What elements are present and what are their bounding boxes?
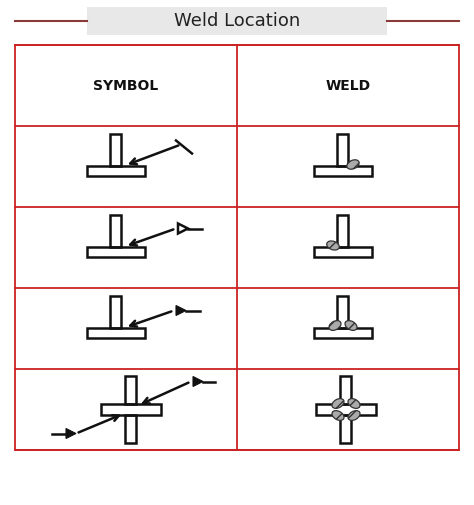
Ellipse shape (329, 321, 341, 330)
Bar (340, 415, 352, 443)
Bar (337, 215, 348, 246)
Polygon shape (193, 377, 203, 386)
Ellipse shape (327, 241, 339, 250)
Bar (101, 404, 161, 415)
Bar (314, 246, 372, 257)
Ellipse shape (332, 411, 344, 420)
Bar (87, 328, 145, 337)
Text: WELD: WELD (326, 78, 371, 92)
Bar (87, 166, 145, 176)
Ellipse shape (345, 321, 357, 330)
Ellipse shape (348, 398, 360, 409)
Bar (314, 328, 372, 337)
Bar (316, 404, 376, 415)
Bar (110, 215, 121, 246)
Polygon shape (176, 306, 186, 316)
Ellipse shape (332, 398, 344, 409)
Bar (337, 295, 348, 328)
Ellipse shape (348, 411, 360, 420)
Bar (110, 295, 121, 328)
Bar (126, 376, 137, 404)
Bar (87, 246, 145, 257)
Text: SYMBOL: SYMBOL (93, 78, 159, 92)
Bar (340, 376, 352, 404)
Bar (87, 7, 387, 35)
Polygon shape (66, 429, 76, 438)
Bar (337, 133, 348, 166)
Bar (110, 133, 121, 166)
Bar (314, 166, 372, 176)
Text: Weld Location: Weld Location (174, 12, 300, 30)
Bar (126, 415, 137, 443)
Ellipse shape (347, 160, 359, 169)
